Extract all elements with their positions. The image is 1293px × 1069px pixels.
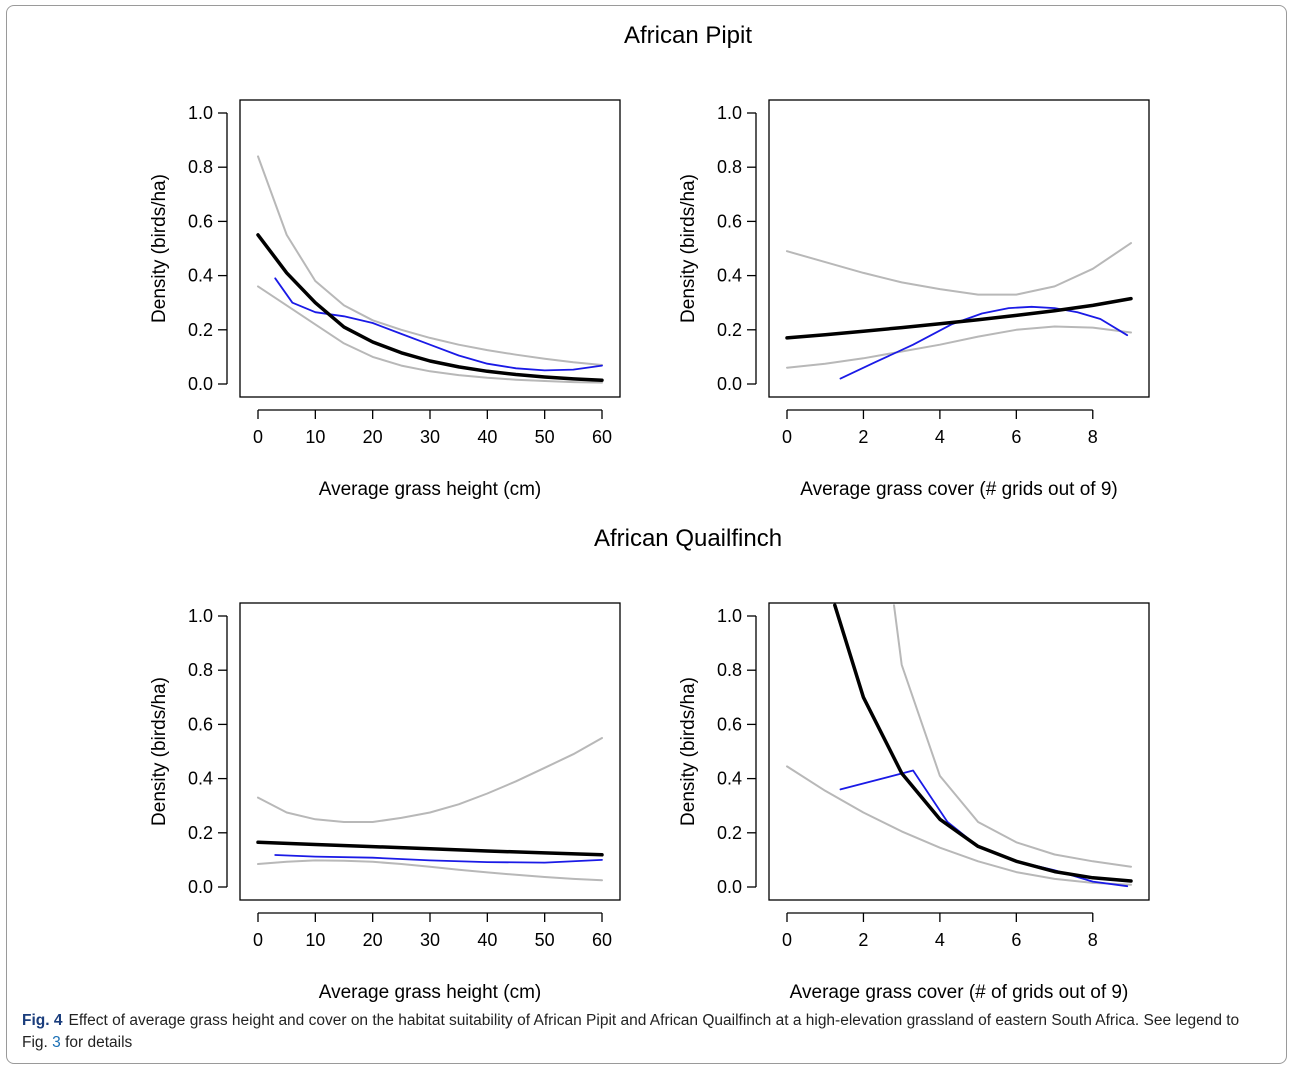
x-tick-label: 4	[935, 427, 945, 447]
y-tick-label: 0.0	[188, 374, 213, 394]
figure-caption: Fig. 4 Effect of average grass height and…	[22, 1010, 1277, 1054]
caption-text-end: for details	[60, 1034, 133, 1051]
x-tick-label: 10	[305, 930, 325, 950]
x-axis-label: Average grass height (cm)	[319, 982, 541, 1003]
panel-3: 0 10 20 30 40 50 60 0.0 0.2 0.4 0.6 0.8 1.0 Average g…	[149, 602, 621, 1003]
y-tick-label: 0.4	[188, 266, 213, 286]
y-tick-label: 0.8	[188, 660, 213, 680]
x-axis-label: Average grass cover (# of grids out of 9…	[790, 982, 1129, 1003]
plot-frame	[239, 99, 621, 398]
x-tick-label: 8	[1088, 427, 1098, 447]
y-tick-label: 0.6	[188, 714, 213, 734]
y-tick-label: 0.8	[717, 157, 742, 177]
x-tick-label: 40	[477, 427, 497, 447]
x-tick-label: 50	[535, 427, 555, 447]
plot-frame	[768, 99, 1150, 398]
panel-1: 0 10 20 30 40 50 60 0.0 0.2 0.4 0.6 0.8 1.0 Average g…	[149, 99, 621, 500]
y-tick-label: 0.4	[717, 266, 742, 286]
x-axis-label: Average grass height (cm)	[319, 479, 541, 500]
x-tick-label: 2	[858, 930, 868, 950]
x-tick-label: 4	[935, 930, 945, 950]
series-observed-line	[839, 769, 1129, 888]
y-tick-label: 0.6	[188, 211, 213, 231]
caption-text: Effect of average grass height and cover…	[22, 1012, 1240, 1051]
y-tick-label: 1.0	[717, 606, 742, 626]
x-tick-label: 60	[592, 930, 612, 950]
x-tick-label: 0	[782, 427, 792, 447]
panel-2: 0 2 4 6 8 0.0 0.2 0.4 0.6 0.8 1.0 Average grass cov…	[678, 99, 1150, 500]
y-tick-label: 1.0	[188, 103, 213, 123]
series-fit-line	[256, 840, 604, 857]
series-observed-line	[274, 277, 603, 372]
y-tick-label: 0.6	[717, 211, 742, 231]
y-axis-label: Density (birds/ha)	[678, 174, 699, 323]
x-tick-label: 8	[1088, 930, 1098, 950]
figure-frame	[6, 5, 1287, 1064]
plot-frame	[768, 602, 1150, 901]
section-title-pipit: African Pipit	[624, 22, 752, 49]
x-tick-label: 20	[363, 930, 383, 950]
series-observed-line	[839, 305, 1129, 380]
y-tick-label: 0.2	[188, 320, 213, 340]
series-observed-line	[274, 854, 603, 864]
x-tick-label: 0	[782, 930, 792, 950]
y-axis-label: Density (birds/ha)	[149, 174, 170, 323]
y-tick-label: 0.0	[717, 877, 742, 897]
panel-4: 0 2 4 6 8 0.0 0.2 0.4 0.6 0.8 1.0 Average grass cov…	[678, 602, 1150, 1003]
x-tick-label: 20	[363, 427, 383, 447]
x-tick-label: 30	[420, 427, 440, 447]
x-tick-label: 6	[1011, 427, 1021, 447]
y-tick-label: 0.4	[188, 769, 213, 789]
y-axis-label: Density (birds/ha)	[678, 677, 699, 826]
section-title-quailfinch: African Quailfinch	[594, 525, 782, 552]
series-upper-line	[257, 737, 603, 823]
caption-label: Fig. 4	[22, 1012, 63, 1029]
y-tick-label: 0.2	[188, 823, 213, 843]
x-tick-label: 6	[1011, 930, 1021, 950]
x-tick-label: 30	[420, 930, 440, 950]
y-tick-label: 0.4	[717, 769, 742, 789]
y-tick-label: 0.0	[188, 877, 213, 897]
x-tick-label: 40	[477, 930, 497, 950]
series-fit-line	[256, 233, 604, 382]
series-fit-line	[833, 603, 1133, 883]
y-tick-label: 0.2	[717, 823, 742, 843]
series-lower-line	[257, 859, 603, 882]
y-tick-label: 1.0	[188, 606, 213, 626]
x-tick-label: 50	[535, 930, 555, 950]
y-axis-label: Density (birds/ha)	[149, 677, 170, 826]
series-fit-line	[785, 296, 1133, 340]
series-lower-line	[786, 765, 1132, 886]
x-tick-label: 0	[253, 427, 263, 447]
y-tick-label: 0.0	[717, 374, 742, 394]
series-lower-line	[786, 325, 1132, 369]
plot-frame	[239, 602, 621, 901]
series-upper-line	[786, 242, 1132, 296]
series-upper-line	[257, 155, 603, 366]
series-lower-line	[257, 285, 603, 384]
y-tick-label: 0.8	[188, 157, 213, 177]
series-upper-line	[893, 604, 1132, 868]
x-tick-label: 10	[305, 427, 325, 447]
y-tick-label: 0.2	[717, 320, 742, 340]
y-tick-label: 0.6	[717, 714, 742, 734]
x-tick-label: 60	[592, 427, 612, 447]
y-tick-label: 1.0	[717, 103, 742, 123]
x-axis-label: Average grass cover (# grids out of 9)	[800, 479, 1118, 500]
caption-figure-link[interactable]: 3	[52, 1034, 61, 1051]
x-tick-label: 0	[253, 930, 263, 950]
x-tick-label: 2	[858, 427, 868, 447]
y-tick-label: 0.8	[717, 660, 742, 680]
